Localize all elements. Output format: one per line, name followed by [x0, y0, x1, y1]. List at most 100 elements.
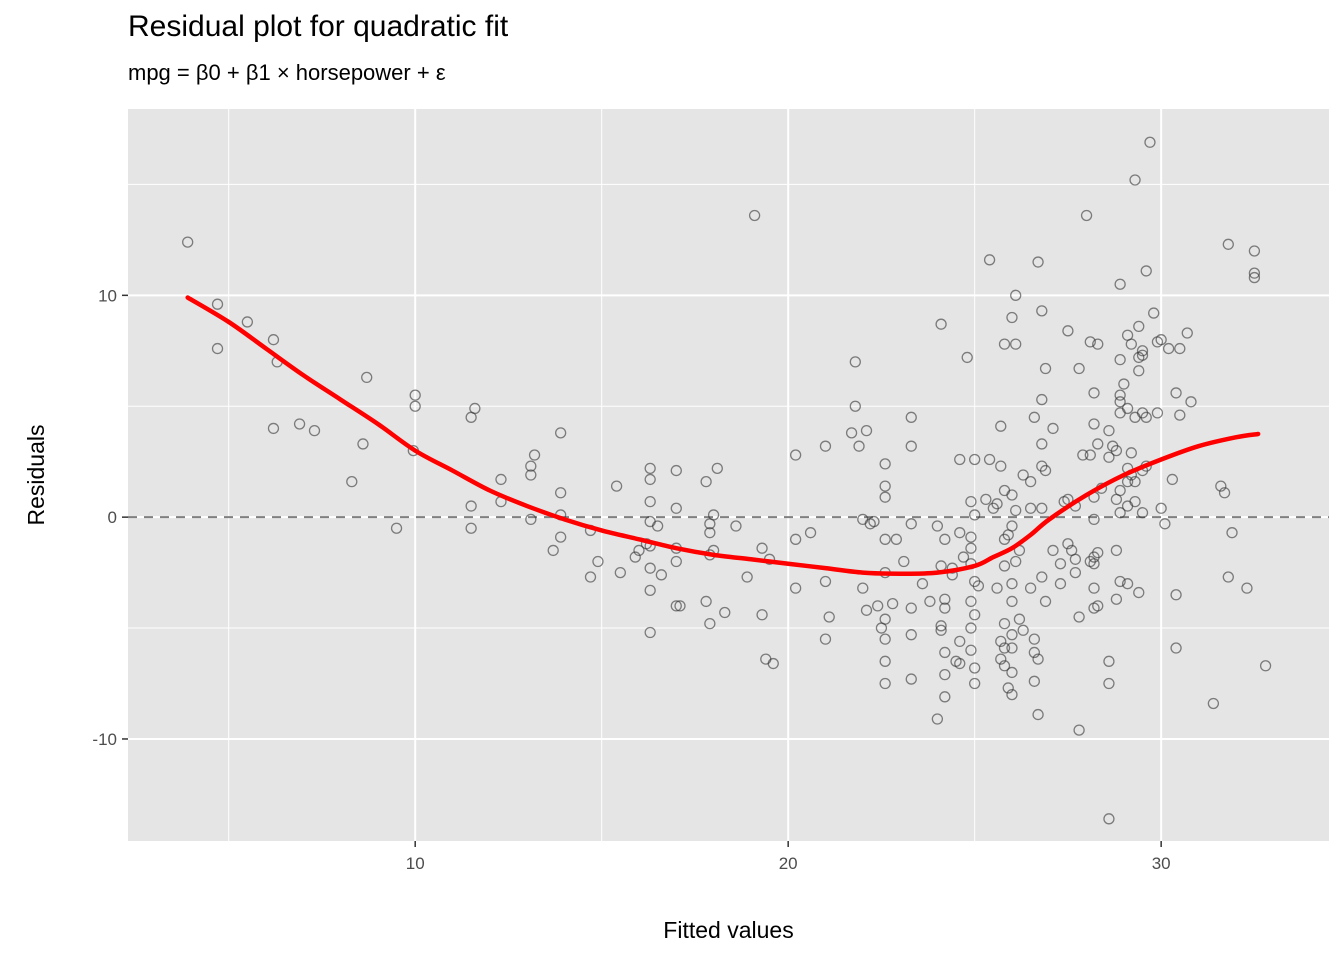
- residual-point: [969, 677, 981, 690]
- residual-point: [879, 480, 891, 492]
- residual-point: [293, 418, 306, 430]
- residual-point: [905, 411, 917, 423]
- residual-point: [1151, 407, 1164, 419]
- residual-point: [633, 544, 645, 557]
- residual-point: [965, 495, 977, 508]
- residual-point: [998, 560, 1011, 572]
- residual-point: [939, 646, 951, 659]
- residual-point: [823, 611, 835, 623]
- residual-point: [1110, 544, 1123, 557]
- residual-point: [1103, 451, 1115, 463]
- residual-point: [1114, 575, 1126, 588]
- residual-point: [1185, 396, 1197, 408]
- residual-point: [1088, 387, 1100, 399]
- residual-point: [211, 298, 224, 310]
- residual-point: [879, 655, 891, 667]
- residual-point: [965, 542, 977, 554]
- residual-point: [465, 500, 477, 512]
- residual-point: [954, 657, 966, 670]
- residual-point: [525, 469, 537, 481]
- residual-point: [1028, 646, 1040, 659]
- residual-point: [954, 527, 966, 539]
- residual-point: [1054, 578, 1067, 590]
- residual-point: [644, 473, 656, 486]
- residual-point: [935, 624, 947, 636]
- residual-point: [700, 595, 712, 608]
- residual-point: [528, 449, 541, 461]
- residual-point: [998, 642, 1011, 654]
- residual-point: [1047, 422, 1059, 435]
- residual-point: [1080, 209, 1093, 222]
- residual-point: [614, 566, 626, 579]
- residual-point: [670, 600, 682, 612]
- residual-point: [1006, 595, 1018, 608]
- residual-point: [939, 593, 951, 605]
- residual-point: [644, 626, 656, 639]
- residual-point: [644, 462, 656, 474]
- residual-point: [905, 602, 917, 614]
- residual-point: [939, 533, 951, 545]
- minor-gridlines: [128, 109, 1329, 841]
- residual-point: [1088, 513, 1100, 526]
- residual-point: [1103, 655, 1115, 667]
- residual-point: [905, 673, 917, 685]
- residual-point: [1136, 345, 1149, 357]
- residual-point: [1073, 611, 1085, 623]
- residual-point: [1006, 688, 1018, 701]
- residual-point: [651, 520, 664, 532]
- residual-point: [1024, 582, 1037, 594]
- residual-point: [469, 402, 481, 415]
- residual-point: [1092, 338, 1104, 350]
- residual-point: [1024, 502, 1037, 514]
- residual-point: [939, 602, 951, 614]
- residual-point: [860, 424, 873, 437]
- residual-point: [905, 440, 917, 452]
- residual-point: [1140, 411, 1152, 423]
- residual-point: [1069, 553, 1082, 565]
- residual-point: [1226, 527, 1238, 539]
- residual-point: [875, 622, 888, 634]
- residual-point: [886, 598, 899, 610]
- residual-point: [860, 604, 873, 616]
- residual-point: [1062, 538, 1074, 550]
- residual-point: [965, 531, 977, 543]
- residual-point: [1039, 362, 1052, 375]
- residual-point: [267, 334, 280, 346]
- residual-point: [1148, 307, 1160, 319]
- residual-point: [983, 254, 996, 266]
- residual-point: [969, 609, 981, 621]
- residual-point: [995, 420, 1007, 432]
- chart-subtitle: mpg = β0 + β1 × horsepower + ε: [128, 60, 446, 85]
- chart-title: Residual plot for quadratic fit: [128, 10, 509, 43]
- residual-point: [584, 571, 597, 583]
- residual-point: [525, 513, 537, 526]
- residual-point: [555, 531, 567, 543]
- residual-point: [1181, 327, 1193, 339]
- residual-point: [965, 644, 977, 656]
- residual-point: [998, 338, 1011, 350]
- residual-point: [1155, 502, 1167, 514]
- residual-point: [1133, 586, 1145, 599]
- residual-point: [864, 518, 876, 530]
- residual-point: [1010, 555, 1022, 568]
- residual-point: [789, 449, 802, 461]
- residual-point: [983, 453, 996, 466]
- residual-point: [1069, 566, 1082, 579]
- residual-point: [1241, 582, 1253, 594]
- residual-point: [182, 236, 194, 248]
- residual-point: [670, 555, 682, 568]
- residual-point: [980, 493, 992, 506]
- residual-point: [1006, 520, 1018, 532]
- residual-point: [879, 633, 891, 645]
- residual-point: [1017, 469, 1029, 481]
- residual-point: [1114, 278, 1126, 290]
- residual-point: [961, 351, 973, 364]
- residual-point: [1002, 682, 1014, 694]
- residual-point: [767, 657, 779, 670]
- residual-point: [1054, 558, 1067, 570]
- residual-point: [730, 520, 742, 532]
- residual-point: [1036, 393, 1048, 406]
- residual-point: [1036, 502, 1048, 514]
- residual-point: [1006, 666, 1018, 679]
- residual-point: [1024, 476, 1037, 488]
